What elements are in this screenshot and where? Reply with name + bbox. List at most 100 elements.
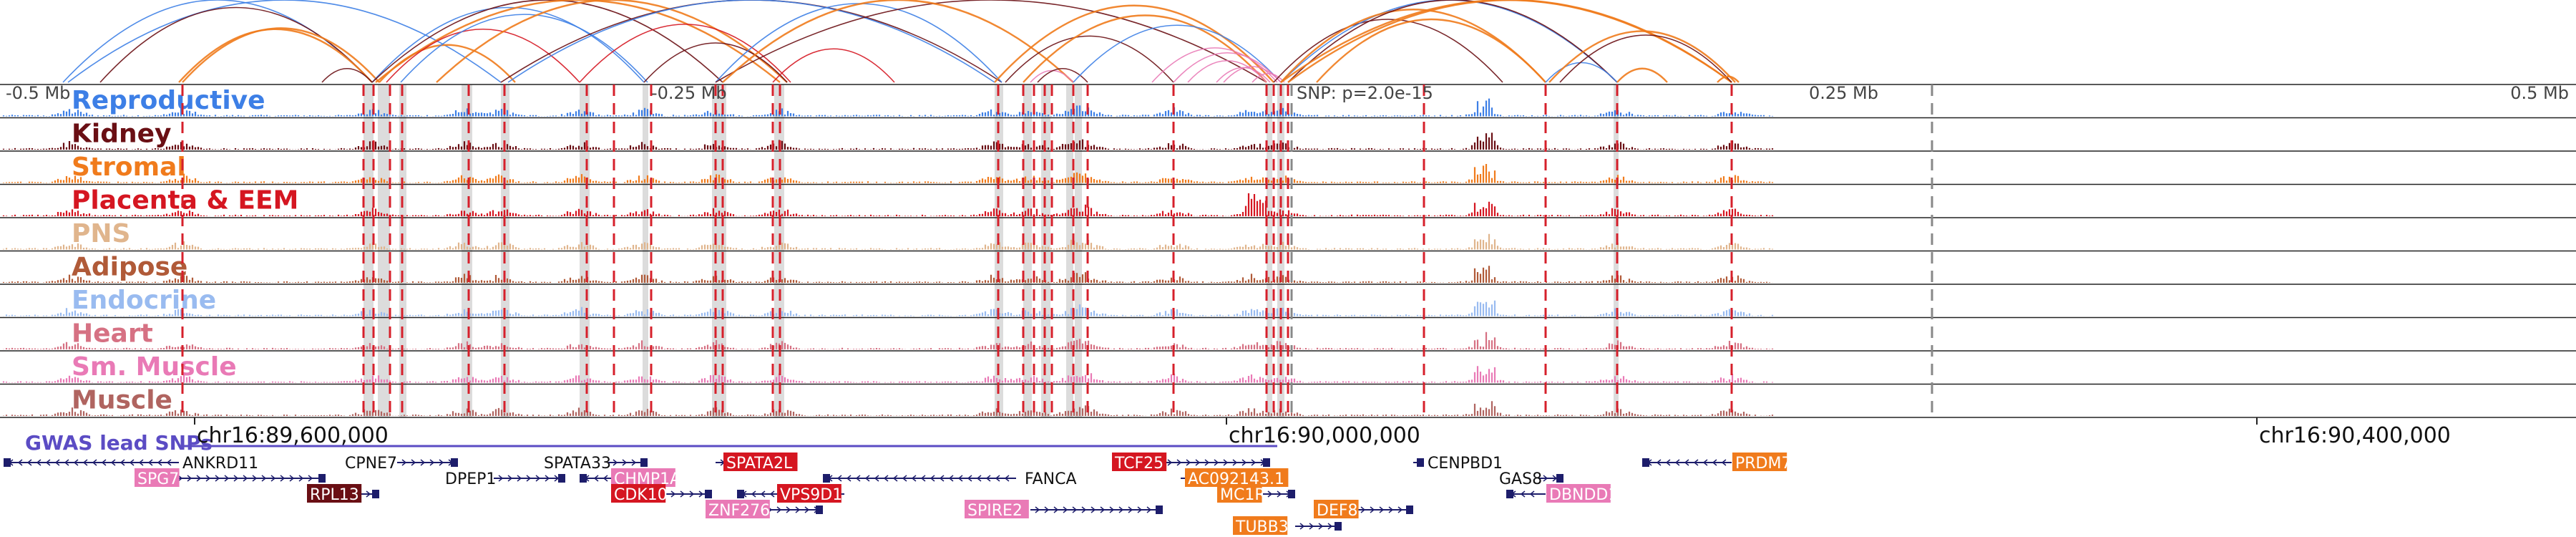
signal-bars — [2, 233, 1774, 250]
loop-arc — [436, 0, 788, 83]
strand-chevrons — [1035, 506, 1152, 513]
gene-exon — [1288, 490, 1295, 498]
signal-bars — [2, 132, 1774, 150]
gene-exon — [640, 458, 648, 467]
gene-tcf25: TCF25 — [1112, 453, 1270, 473]
signal-bars — [2, 332, 1774, 349]
snp-pvalue-label: SNP: p=2.0e-15 — [1297, 83, 1433, 103]
gene-exon — [1556, 474, 1563, 483]
track-kidney: Kidney — [0, 117, 2576, 150]
gene-track: ANKRD11SPG7RPL13CPNE7DPEP1SPATA33CHMP1AC… — [4, 453, 1791, 536]
coordinate-label: chr16:90,400,000 — [2259, 423, 2451, 448]
loop-arc — [62, 0, 373, 83]
loop-arc — [1545, 62, 1618, 83]
loop-arc — [67, 0, 502, 83]
gene-label-background — [1217, 484, 1262, 503]
loop-arc — [1187, 60, 1267, 83]
gene-exon — [1156, 505, 1163, 514]
strand-chevrons — [1299, 523, 1333, 530]
gene-label-background — [1732, 453, 1787, 471]
gene-label-background — [723, 453, 798, 471]
gene-label: SPATA2L — [726, 455, 793, 473]
track-label: Endocrine — [72, 286, 216, 315]
loop-arc — [1280, 0, 1732, 83]
track-pns: PNS — [0, 217, 2576, 250]
signal-bars — [2, 164, 1774, 183]
loop-arc — [1173, 52, 1282, 83]
loop-arc — [1223, 66, 1282, 83]
loop-arc — [1559, 34, 1732, 83]
loop-arc — [1151, 47, 1278, 83]
gene-label-background — [1314, 500, 1359, 518]
gene-cdk10: CDK10 — [611, 484, 712, 504]
gene-label: DBNDD1 — [1549, 486, 1618, 504]
loop-arc — [1316, 18, 1546, 83]
track-reproductive: Reproductive — [0, 84, 2576, 117]
gene-exon — [580, 474, 587, 483]
gene-label: PRDM7 — [1735, 455, 1791, 473]
gene-exon — [4, 458, 11, 467]
loop-arc — [375, 0, 781, 83]
track-label: Reproductive — [72, 86, 265, 115]
gene-label-background — [1546, 484, 1611, 503]
coordinate-label: chr16:89,600,000 — [197, 423, 389, 448]
loop-arc — [1616, 67, 1668, 83]
gene-ac092143-1: AC092143.1 — [1181, 468, 1289, 488]
track-label: Placenta & EEM — [72, 186, 298, 216]
gene-exon — [1406, 505, 1413, 514]
gene-exon — [823, 474, 830, 483]
gene-label-background — [965, 500, 1029, 518]
gene-label-background — [706, 500, 770, 518]
gene-dbndd1: DBNDD1 — [1506, 484, 1618, 504]
track-label: Adipose — [72, 253, 187, 282]
loop-arc — [579, 24, 791, 83]
gene-label-background — [1112, 453, 1167, 471]
loop-arc — [715, 0, 1267, 83]
gene-label: ZNF276 — [708, 502, 770, 520]
strand-chevrons — [1167, 459, 1266, 466]
gene-gas8: GAS8 — [1499, 470, 1563, 488]
loop-arc — [1030, 69, 1074, 83]
gene-prdm7: PRDM7 — [1642, 453, 1791, 473]
axis-label: 0.25 Mb — [1809, 83, 1878, 103]
gene-vps9d1: VPS9D1 — [737, 484, 844, 504]
strand-chevrons — [1360, 506, 1403, 513]
loop-arc — [722, 0, 1074, 83]
loop-arc — [386, 29, 580, 83]
loop-arc — [1548, 30, 1736, 83]
track-label: Kidney — [72, 120, 172, 149]
loop-arc — [1287, 0, 1732, 83]
gene-label: CDK10 — [614, 486, 668, 504]
gene-label: TUBB3 — [1235, 518, 1289, 536]
gene-exon — [318, 474, 326, 483]
gene-label: VPS9D1 — [780, 486, 842, 504]
gene-tubb3: TUBB3 — [1233, 516, 1342, 536]
loop-arc — [371, 6, 645, 83]
gene-label: GAS8 — [1499, 470, 1542, 488]
gene-label: SPG7 — [137, 470, 179, 488]
gene-cpne7: CPNE7 — [345, 455, 458, 473]
strand-chevrons — [613, 459, 637, 466]
gene-label-background — [1233, 516, 1288, 535]
loop-arc — [1037, 67, 1088, 83]
gene-dpep1: DPEP1 — [445, 470, 565, 488]
gene-label-background — [611, 468, 675, 487]
axis-label: -0.5 Mb — [6, 83, 70, 103]
gene-exon — [705, 490, 712, 498]
gene-ankrd11: ANKRD11 — [4, 455, 258, 473]
track-label: Heart — [72, 319, 153, 349]
loop-arc — [1280, 0, 1618, 83]
track-placenta: Placenta & EEM — [0, 183, 2576, 216]
gene-spata2l: SPATA2L — [716, 453, 798, 473]
gene-exon — [451, 458, 458, 467]
gene-label-background — [307, 484, 362, 503]
loop-arc — [1073, 24, 1282, 83]
loop-arc — [1717, 75, 1740, 83]
loop-arc — [1252, 72, 1285, 83]
signal-tracks: Reproductive Kidney Stromal Placenta & EEM P… — [0, 84, 2576, 418]
gene-label: FANCA — [1025, 470, 1077, 488]
gene-label: CPNE7 — [345, 455, 397, 473]
gene-exon — [737, 490, 744, 498]
